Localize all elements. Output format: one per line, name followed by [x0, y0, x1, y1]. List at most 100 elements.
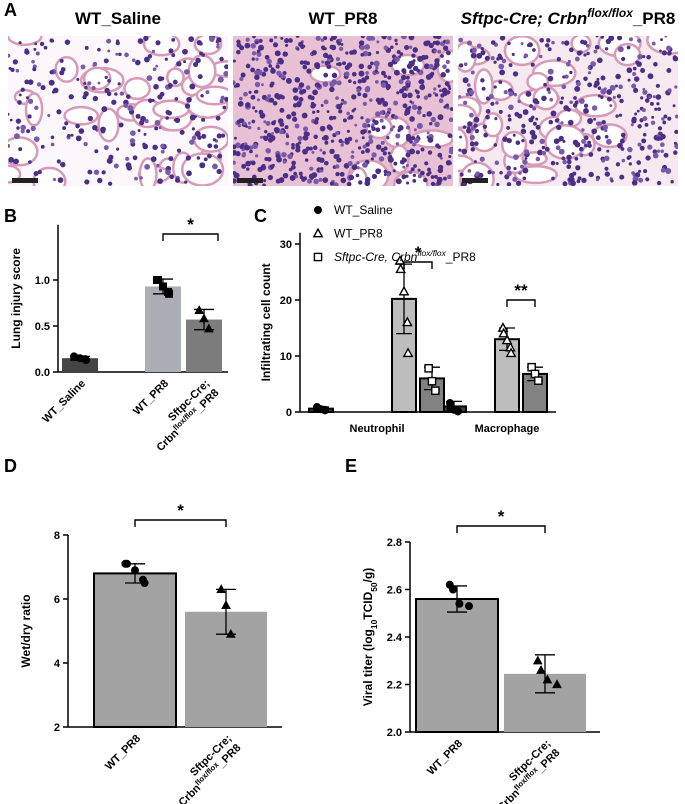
nucleus: [302, 44, 306, 48]
nucleus: [495, 101, 499, 105]
nucleus: [194, 130, 201, 137]
nucleus: [251, 51, 257, 56]
nucleus: [101, 106, 108, 112]
nucleus: [521, 123, 526, 128]
nucleus: [220, 133, 226, 138]
nucleus: [506, 126, 511, 130]
significance-bracket: [134, 519, 227, 527]
nucleus: [507, 41, 511, 46]
nucleus: [507, 114, 511, 118]
nucleus: [129, 138, 136, 144]
nucleus: [527, 42, 533, 48]
nucleus: [305, 158, 309, 162]
nucleus: [273, 36, 278, 39]
nucleus: [440, 72, 446, 78]
nucleus: [591, 128, 598, 135]
panel-label: C: [254, 206, 267, 226]
nucleus: [497, 53, 502, 58]
nucleus: [417, 105, 422, 111]
x-tick-label: WT_Saline: [40, 378, 88, 426]
x-tick-label: Sftpc-Cre;Crbnflox/flox_PR8: [167, 733, 243, 804]
nucleus: [402, 70, 407, 75]
y-tick-label: 4: [54, 658, 61, 670]
significance-label: *: [498, 507, 505, 526]
nucleus: [233, 172, 240, 179]
nucleus: [652, 95, 656, 99]
nucleus: [514, 111, 520, 117]
nucleus: [617, 46, 624, 53]
nucleus: [602, 124, 609, 130]
nucleus: [498, 109, 503, 114]
scale-bar: [237, 178, 263, 183]
nucleus: [254, 40, 259, 45]
y-tick-label: 20: [280, 295, 292, 307]
data-point: [321, 406, 330, 415]
nucleus: [423, 40, 430, 47]
image-title-part: _PR8: [632, 9, 676, 28]
nucleus: [223, 70, 228, 77]
nucleus: [640, 67, 646, 73]
nucleus: [360, 116, 364, 120]
nucleus: [430, 181, 436, 186]
nucleus: [621, 56, 626, 62]
nucleus: [619, 174, 625, 180]
nucleus: [416, 110, 422, 115]
nucleus: [380, 140, 385, 145]
nucleus: [387, 151, 391, 155]
nucleus: [584, 143, 589, 148]
nucleus: [315, 36, 321, 41]
micrograph: [8, 36, 228, 186]
nucleus: [653, 62, 658, 67]
nucleus: [59, 70, 65, 76]
nucleus: [416, 123, 423, 130]
nucleus: [426, 112, 431, 117]
nucleus: [70, 133, 74, 137]
panel-label: D: [4, 456, 17, 476]
nucleus: [404, 112, 408, 116]
nucleus: [330, 139, 335, 143]
nucleus: [522, 176, 527, 181]
nucleus: [565, 61, 571, 67]
nucleus: [600, 75, 606, 81]
nucleus: [184, 180, 188, 184]
significance-label: *: [187, 215, 194, 234]
nucleus: [106, 157, 113, 164]
nucleus: [375, 50, 380, 55]
nucleus: [284, 38, 290, 44]
nucleus: [394, 38, 398, 42]
nucleus: [322, 177, 329, 183]
nucleus: [156, 163, 160, 168]
nucleus: [285, 141, 290, 146]
nucleus: [119, 91, 125, 96]
nucleus: [417, 168, 421, 172]
nucleus: [364, 44, 370, 50]
nucleus: [183, 69, 190, 75]
nucleus: [245, 125, 248, 128]
nucleus: [638, 169, 642, 173]
nucleus: [64, 121, 69, 126]
nucleus: [188, 36, 195, 42]
nucleus: [362, 129, 367, 134]
nucleus: [521, 139, 525, 143]
nucleus: [615, 114, 619, 118]
nucleus: [413, 164, 417, 168]
nucleus: [254, 81, 261, 88]
nucleus: [292, 116, 298, 122]
nucleus: [433, 87, 437, 91]
nucleus: [240, 72, 246, 78]
y-axis-label: Wet/dry ratio: [19, 594, 33, 667]
nucleus: [291, 145, 295, 150]
data-point: [130, 566, 139, 575]
nucleus: [338, 38, 343, 43]
nucleus: [519, 164, 525, 169]
nucleus: [15, 118, 22, 124]
nucleus: [409, 116, 415, 122]
nucleus: [618, 84, 623, 90]
nucleus: [437, 152, 443, 158]
nucleus: [134, 176, 138, 181]
nucleus: [446, 161, 450, 165]
nucleus: [18, 147, 23, 152]
alveolus: [166, 67, 185, 88]
nucleus: [603, 87, 607, 91]
nucleus: [52, 177, 57, 182]
